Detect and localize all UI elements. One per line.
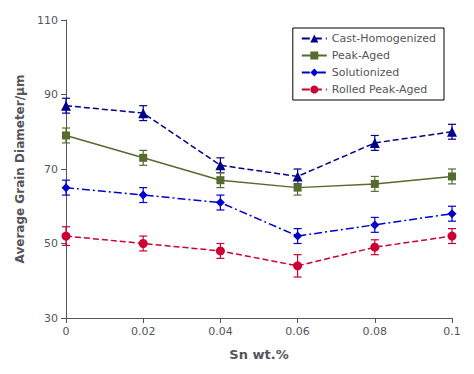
svg-text:0.08: 0.08 xyxy=(363,325,388,338)
svg-text:0.04: 0.04 xyxy=(208,325,233,338)
svg-text:90: 90 xyxy=(44,88,58,101)
svg-text:0.02: 0.02 xyxy=(131,325,156,338)
svg-text:Rolled Peak-Aged: Rolled Peak-Aged xyxy=(332,83,427,96)
svg-text:0: 0 xyxy=(63,325,70,338)
svg-text:Sn wt.%: Sn wt.% xyxy=(229,347,288,362)
svg-text:Peak-Aged: Peak-Aged xyxy=(332,49,390,62)
svg-text:0.06: 0.06 xyxy=(285,325,310,338)
svg-text:Average Grain Diameter/μm: Average Grain Diameter/μm xyxy=(13,75,27,264)
svg-text:50: 50 xyxy=(44,237,58,250)
svg-text:30: 30 xyxy=(44,312,58,325)
svg-text:70: 70 xyxy=(44,163,58,176)
svg-text:0.1: 0.1 xyxy=(443,325,461,338)
svg-text:Cast-Homogenized: Cast-Homogenized xyxy=(332,32,436,45)
svg-text:110: 110 xyxy=(37,14,58,27)
svg-text:Solutionized: Solutionized xyxy=(332,66,399,79)
